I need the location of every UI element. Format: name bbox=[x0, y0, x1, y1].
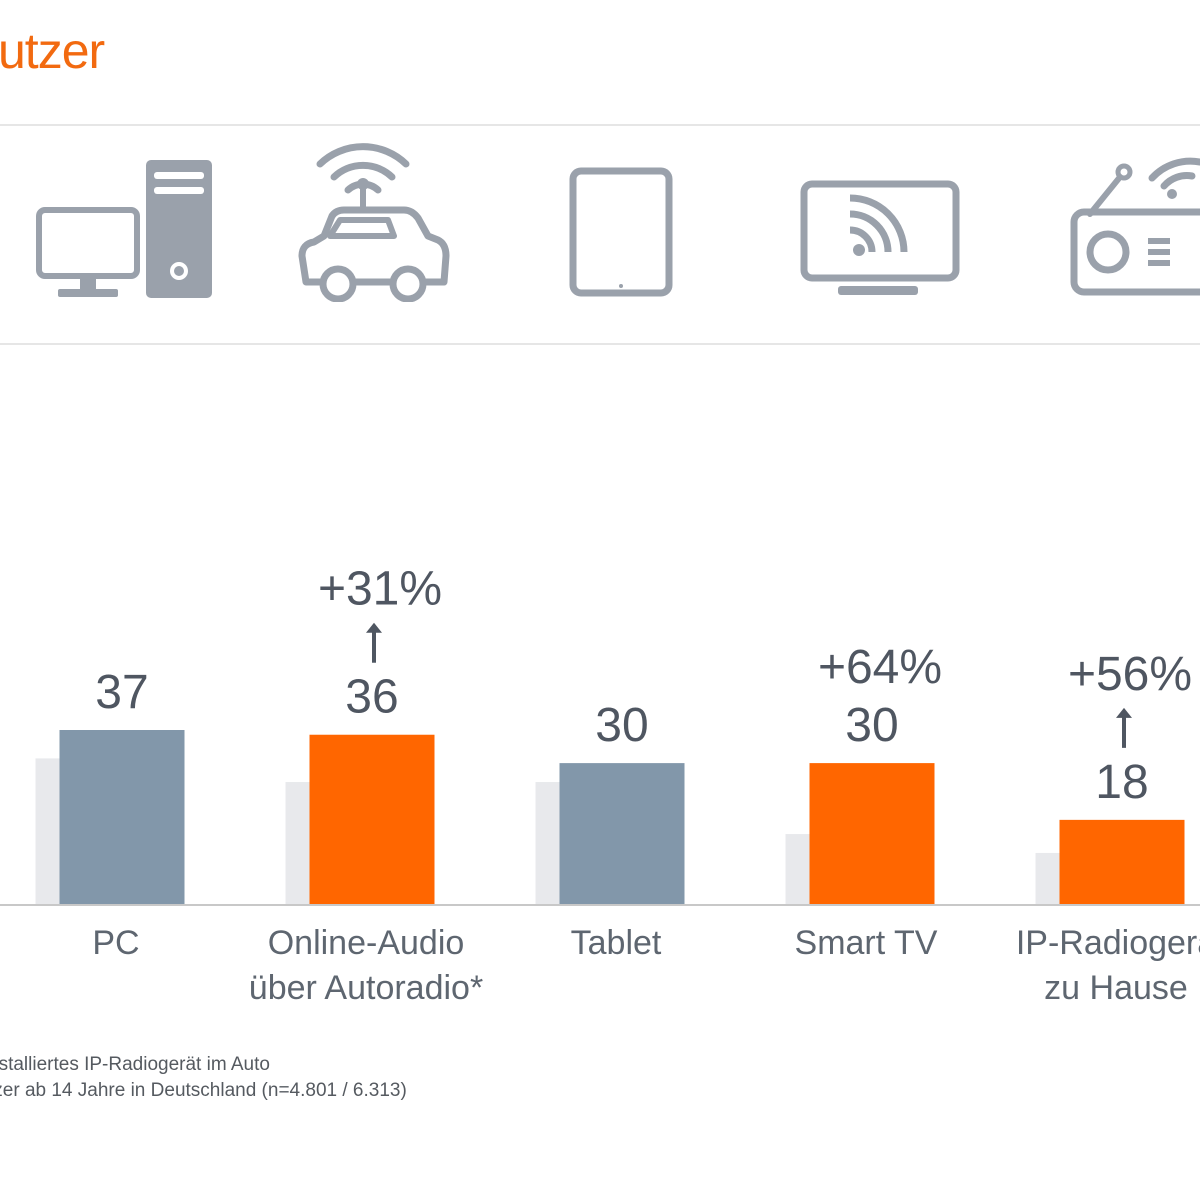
bar-current bbox=[1059, 819, 1185, 905]
data-label: 30 bbox=[595, 699, 648, 752]
smart-tv-icon bbox=[800, 180, 960, 295]
tablet-icon bbox=[569, 167, 673, 297]
category-label: PC bbox=[92, 924, 139, 962]
bar-current bbox=[559, 763, 685, 905]
category-label: IP-Radiogerä bbox=[1016, 924, 1200, 962]
bar-previous bbox=[535, 782, 560, 905]
category-label: über Autoradio* bbox=[249, 969, 483, 1007]
change-label: +64% bbox=[818, 641, 942, 694]
divider-top bbox=[0, 124, 1200, 126]
bar-previous bbox=[35, 758, 60, 905]
category-label: zu Hause bbox=[1044, 969, 1188, 1007]
footnote-2: tzer ab 14 Jahre in Deutschland (n=4.801… bbox=[0, 1080, 407, 1101]
category-label: Tablet bbox=[571, 924, 662, 962]
bar-previous bbox=[785, 834, 810, 905]
footnote-1: nstalliertes IP-Radiogerät im Auto bbox=[0, 1054, 270, 1075]
data-label: 18 bbox=[1095, 756, 1148, 809]
category-label: Smart TV bbox=[795, 924, 938, 962]
data-label: 37 bbox=[95, 666, 148, 719]
bar-previous bbox=[285, 782, 310, 905]
bar-current bbox=[809, 763, 935, 905]
data-label: 36 bbox=[345, 671, 398, 724]
data-label: 30 bbox=[845, 699, 898, 752]
connected-car-icon bbox=[298, 143, 450, 302]
up-arrow-head-icon bbox=[1116, 707, 1132, 718]
ip-radio-icon bbox=[1070, 157, 1200, 296]
pc-icon bbox=[36, 160, 212, 298]
bar-current bbox=[59, 730, 185, 905]
change-label: +31% bbox=[318, 563, 442, 616]
change-label: +56% bbox=[1068, 648, 1192, 701]
bar-previous bbox=[1035, 852, 1060, 905]
bar-current bbox=[309, 734, 435, 905]
category-label: Online-Audio bbox=[268, 924, 465, 962]
device-icon-row bbox=[0, 126, 1200, 342]
bar-chart: 37 PC 36 +31% Online-Audio über Autoradio* 30 T… bbox=[0, 563, 1200, 1007]
page-title: utzer bbox=[0, 23, 105, 79]
up-arrow-head-icon bbox=[366, 622, 382, 633]
divider-bottom bbox=[0, 343, 1200, 345]
